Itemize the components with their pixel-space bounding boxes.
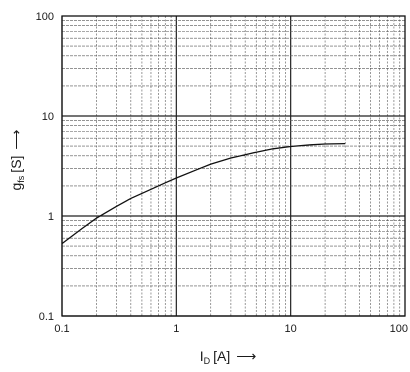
series-line-0 xyxy=(61,142,346,245)
x-axis-unit: [A] xyxy=(213,348,230,364)
x-tick-label: 0.1 xyxy=(54,323,69,335)
y-axis-title: gfs [S] ⟶ xyxy=(8,129,26,190)
x-axis-subscript: D xyxy=(204,356,211,366)
y-axis-unit: [S] xyxy=(8,156,24,173)
x-tick-labels: 0.1 1 10 100 xyxy=(54,323,408,335)
y-axis-subscript: fs xyxy=(16,175,26,183)
x-tick-label: 100 xyxy=(390,323,408,335)
x-tick-label: 10 xyxy=(285,323,297,335)
y-tick-label: 1 xyxy=(48,211,54,223)
series-group xyxy=(61,142,346,245)
x-tick-label: 1 xyxy=(173,323,179,335)
plot-frame xyxy=(61,15,406,317)
x-axis-symbol: I xyxy=(200,348,204,364)
y-tick-label: 100 xyxy=(36,11,54,23)
grid xyxy=(61,16,405,317)
y-tick-labels: 0.1 1 10 100 xyxy=(36,11,54,323)
y-tick-label: 0.1 xyxy=(39,311,54,323)
y-axis-arrow-icon: ⟶ xyxy=(8,129,24,149)
y-tick-label: 10 xyxy=(42,111,54,123)
x-axis-arrow-icon: ⟶ xyxy=(236,348,256,364)
plot-border xyxy=(61,15,406,317)
y-axis-symbol: g xyxy=(8,183,24,191)
x-axis-title: ID [A] ⟶ xyxy=(200,348,257,366)
